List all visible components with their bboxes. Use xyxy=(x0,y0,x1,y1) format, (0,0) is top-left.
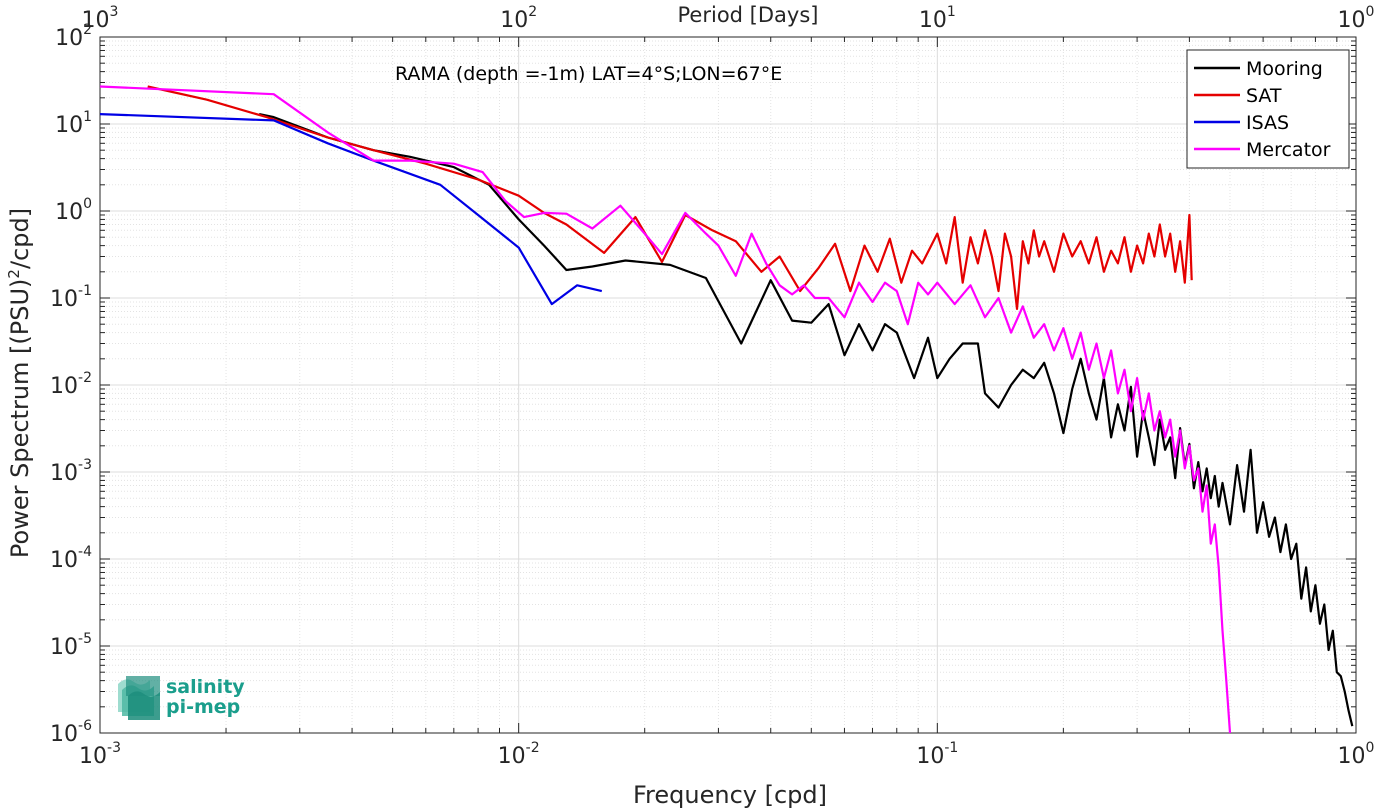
legend-items: Mooring SAT ISAS Mercator xyxy=(1194,58,1331,161)
y-tick-label-exponent: -3 xyxy=(78,457,92,473)
y-axis-title-base: Power Spectrum [(PSU) xyxy=(6,279,34,558)
top-tick-label-exponent: 2 xyxy=(528,4,537,20)
x-tick-label-exponent: -2 xyxy=(526,740,540,756)
x-tick-label-base: 10 xyxy=(79,744,107,769)
legend: Mooring SAT ISAS Mercator xyxy=(1186,49,1350,169)
logo-wave-icon xyxy=(118,676,160,720)
y-tick-label-base: 10 xyxy=(50,635,78,660)
y-tick-label-base: 10 xyxy=(55,113,83,138)
series-lines xyxy=(99,85,1354,734)
y-tick-label-exponent: 1 xyxy=(83,109,92,125)
legend-label-isas: ISAS xyxy=(1246,112,1289,134)
chart-title: RAMA (depth =-1m) LAT=4°S;LON=67°E xyxy=(395,63,782,85)
y-tick-label-base: 10 xyxy=(50,461,78,486)
y-tick-label-base: 10 xyxy=(50,287,78,312)
x-tick-label-base: 10 xyxy=(1338,744,1366,769)
y-tick-label-exponent: -5 xyxy=(78,631,92,647)
x-tick-label-exponent: 0 xyxy=(1366,740,1375,756)
top-tick-label-base: 10 xyxy=(500,8,528,33)
y-tick-label-base: 10 xyxy=(50,548,78,573)
y-tick-label: 10-2 xyxy=(50,370,92,399)
x-tick-label-exponent: -3 xyxy=(107,740,121,756)
y-tick-label-base: 10 xyxy=(50,722,78,747)
top-tick-label-base: 10 xyxy=(82,8,110,33)
top-tick-label: 103 xyxy=(82,4,119,33)
y-tick-label-exponent: -6 xyxy=(78,718,92,734)
top-tick-label-base: 10 xyxy=(1338,8,1366,33)
y-axis-title-tail: /cpd] xyxy=(6,208,34,269)
y-tick-label-exponent: -1 xyxy=(78,283,92,299)
top-tick-label-exponent: 0 xyxy=(1366,4,1375,20)
y-tick-label-exponent: 0 xyxy=(83,196,92,212)
x-tick-label: 10-2 xyxy=(498,740,540,769)
y-tick-label: 102 xyxy=(55,22,92,51)
y-tick-label-base: 10 xyxy=(55,26,83,51)
y-tick-label-exponent: -4 xyxy=(78,544,92,560)
legend-label-sat: SAT xyxy=(1246,85,1282,107)
x-tick-label: 10-3 xyxy=(79,740,121,769)
x-tick-label-base: 10 xyxy=(916,744,944,769)
top-tick-label-base: 10 xyxy=(919,8,947,33)
top-axis-title: Period [Days] xyxy=(678,3,819,27)
legend-label-mercator: Mercator xyxy=(1246,139,1331,161)
salinity-pi-mep-logo: salinity pi-mep xyxy=(118,676,245,720)
y-tick-label: 10-6 xyxy=(50,718,92,747)
x-axis-title: Frequency [cpd] xyxy=(633,781,827,809)
legend-label-mooring: Mooring xyxy=(1246,58,1323,80)
y-tick-label-exponent: -2 xyxy=(78,370,92,386)
top-tick-label: 101 xyxy=(919,4,956,33)
y-tick-label: 10-4 xyxy=(50,544,92,573)
series-line-mooring xyxy=(258,113,1354,727)
y-tick-label: 100 xyxy=(55,196,92,225)
y-tick-label: 101 xyxy=(55,109,92,138)
top-tick-label: 102 xyxy=(500,4,537,33)
y-tick-label-base: 10 xyxy=(55,200,83,225)
top-tick-label-exponent: 3 xyxy=(110,4,119,20)
y-tick-label: 10-5 xyxy=(50,631,92,660)
series-line-sat xyxy=(147,85,1193,310)
x-tick-label: 10-1 xyxy=(916,740,958,769)
logo-text-salinity: salinity xyxy=(166,676,245,698)
y-axis-title-superscript: 2 xyxy=(5,269,23,279)
series-line-isas xyxy=(99,113,603,306)
y-tick-label-exponent: 2 xyxy=(83,22,92,38)
logo-text-pi-mep: pi-mep xyxy=(166,696,240,718)
series-line-mercator xyxy=(99,85,1232,734)
top-tick-label-exponent: 1 xyxy=(947,4,956,20)
y-tick-label: 10-1 xyxy=(50,283,92,312)
y-tick-label-base: 10 xyxy=(50,374,78,399)
x-tick-label: 100 xyxy=(1338,740,1375,769)
y-axis-title: Power Spectrum [(PSU)2/cpd] xyxy=(5,208,34,558)
y-tick-label: 10-3 xyxy=(50,457,92,486)
x-tick-label-exponent: -1 xyxy=(944,740,958,756)
top-tick-label: 100 xyxy=(1338,4,1375,33)
axis-ticks xyxy=(99,36,1357,734)
x-tick-label-base: 10 xyxy=(498,744,526,769)
